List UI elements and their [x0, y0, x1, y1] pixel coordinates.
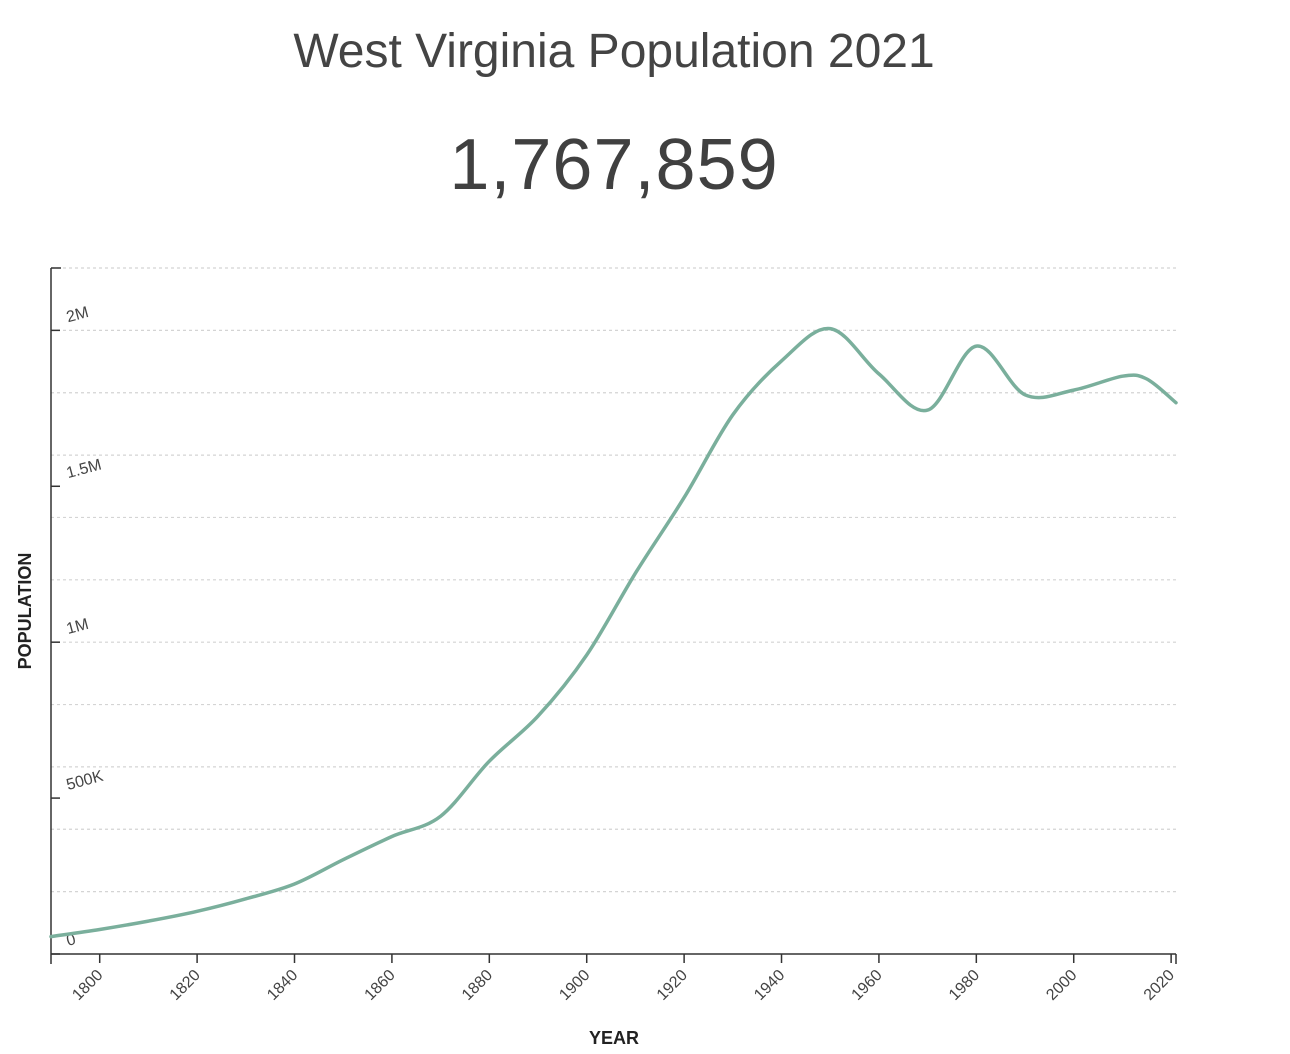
x-tick-label: 1880	[459, 967, 496, 1004]
y-tick-label: 1M	[65, 616, 91, 638]
y-axis-title: POPULATION	[15, 553, 35, 670]
population-value: 1,767,859	[449, 125, 779, 205]
x-tick-label: 2000	[1043, 967, 1080, 1004]
series-layer	[49, 326, 1178, 939]
axes	[50, 267, 1177, 964]
x-tick-label: 1800	[69, 967, 106, 1004]
x-tick-label: 1920	[654, 967, 691, 1004]
grid-lines	[51, 267, 1176, 893]
chart-title: West Virginia Population 2021	[293, 25, 935, 78]
x-tick-label: 1900	[556, 967, 593, 1004]
population-series-line	[49, 326, 1178, 939]
x-tick-label: 1980	[946, 967, 983, 1004]
x-tick-label: 1840	[264, 967, 301, 1004]
x-tick-label: 1960	[849, 967, 886, 1004]
x-tick-label: 2020	[1141, 967, 1178, 1004]
x-tick-label: 1820	[167, 967, 204, 1004]
y-tick-label: 2M	[65, 304, 91, 326]
x-tick-label: 1860	[362, 967, 399, 1004]
x-axis-ticks: 1800 1820 1840 1860 1880 1900 1920 1940 1960 1980…	[50, 954, 1178, 1004]
y-tick-label: 1.5M	[65, 457, 104, 483]
y-tick-label: 500K	[65, 768, 106, 794]
x-axis-title: YEAR	[589, 1028, 639, 1048]
x-tick-label: 1940	[751, 967, 788, 1004]
